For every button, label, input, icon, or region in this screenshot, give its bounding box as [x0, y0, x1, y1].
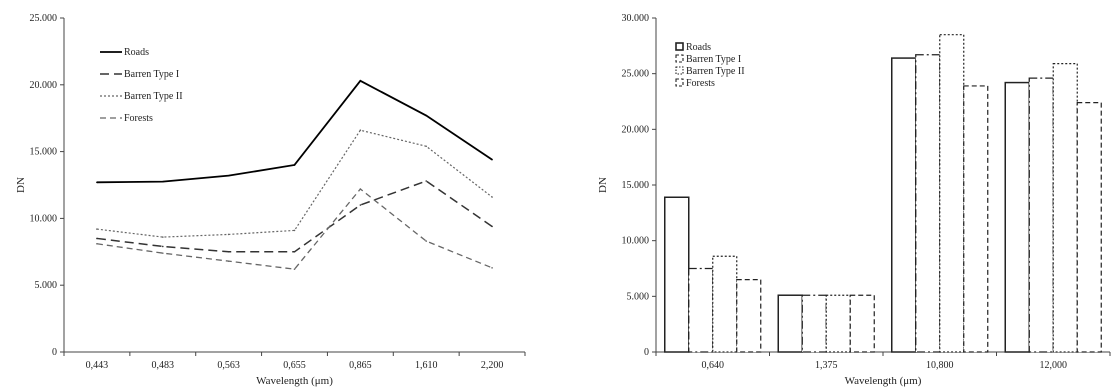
y-tick-label: 0: [644, 347, 649, 358]
y-tick-label: 10.000: [622, 236, 650, 247]
data-point: [161, 236, 164, 238]
x-tick-label: 2,200: [481, 360, 504, 371]
data-point: [425, 145, 428, 148]
legend-label: Barren Type I: [124, 69, 179, 80]
legend-label: Barren Type II: [124, 91, 183, 102]
data-point: [293, 268, 296, 270]
data-point: [161, 252, 164, 254]
y-tick-label: 25.000: [622, 69, 650, 80]
bar-forests: [736, 279, 762, 353]
line-chart: 0 5.000 10.000 15.000 20.000 25.000 0,443 0,483…: [15, 13, 526, 387]
x-tick-label: 1,610: [415, 360, 438, 371]
bar-barren-type-ii: [825, 294, 851, 353]
data-point: [359, 204, 362, 206]
data-point: [227, 174, 230, 177]
series-line-forests: [96, 188, 493, 270]
data-point: [227, 260, 230, 262]
legend-swatch: [675, 42, 684, 51]
data-point: [359, 79, 362, 82]
data-point: [96, 237, 98, 240]
x-tick-label: 0,443: [86, 360, 109, 371]
bar-roads: [891, 57, 917, 353]
bar-roads: [664, 196, 690, 353]
x-tick-label: 1,375: [815, 360, 838, 371]
bar-forests: [1076, 102, 1102, 353]
bar-barren-type-i: [915, 54, 941, 353]
data-point: [491, 267, 493, 269]
y-tick-label: 5.000: [627, 291, 650, 302]
x-tick-label: 0,640: [702, 360, 725, 371]
legend-swatch: [675, 78, 684, 87]
series-line-barren-type-ii: [96, 129, 493, 238]
legend-swatch: [675, 66, 684, 75]
y-tick-label: 25.000: [30, 13, 58, 24]
series-line-barren-type-i: [96, 180, 493, 253]
y-tick-label: 20.000: [30, 80, 58, 91]
bar-roads: [1004, 81, 1030, 353]
data-point: [293, 229, 296, 232]
data-point: [96, 228, 98, 230]
data-point: [359, 129, 362, 132]
data-point: [491, 196, 493, 198]
data-point: [96, 242, 98, 245]
bar-barren-type-i: [688, 267, 714, 353]
data-point: [425, 180, 428, 182]
y-tick-label: 10.000: [30, 213, 58, 224]
legend-label: Forests: [686, 78, 715, 89]
data-point: [491, 158, 493, 161]
legend-label: Forests: [124, 113, 153, 124]
x-tick-label: 0,865: [349, 360, 372, 371]
bar-barren-type-i: [801, 294, 827, 353]
y-tick-label: 15.000: [30, 147, 58, 158]
bar-barren-type-ii: [712, 255, 738, 353]
x-tick-label: 0,655: [283, 360, 306, 371]
data-point: [96, 181, 98, 184]
x-axis-label: Wavelength (μm): [845, 375, 922, 387]
data-point: [293, 251, 296, 253]
x-tick-label: 12,000: [1040, 360, 1068, 371]
bar-barren-type-ii: [939, 34, 965, 353]
data-point: [491, 225, 493, 228]
data-point: [293, 164, 296, 166]
y-tick-label: 0: [52, 347, 57, 358]
data-point: [227, 251, 230, 253]
bar-barren-type-i: [1028, 77, 1054, 353]
x-axis-label: Wavelength (μm): [256, 375, 333, 387]
legend-label: Roads: [686, 42, 711, 53]
bar-forests: [849, 294, 875, 353]
data-point: [227, 233, 230, 236]
bar-roads: [777, 294, 803, 353]
legend-label: Roads: [124, 47, 149, 58]
legend-swatch: [675, 54, 684, 63]
legend-label: Barren Type I: [686, 54, 741, 65]
data-point: [425, 240, 428, 242]
x-tick-label: 10,800: [926, 360, 954, 371]
bar-barren-type-ii: [1052, 63, 1078, 353]
y-tick-label: 15.000: [622, 180, 650, 191]
y-tick-label: 20.000: [622, 124, 650, 135]
data-point: [425, 114, 428, 117]
y-tick-label: 30.000: [622, 13, 650, 24]
x-tick-label: 0,563: [217, 360, 240, 371]
x-tick-label: 0,483: [152, 360, 175, 371]
data-point: [161, 180, 164, 183]
bar-chart: 0 5.000 10.000 15.000 20.000 25.000 30.000 0,64…: [597, 13, 1111, 387]
data-point: [161, 245, 164, 248]
y-tick-label: 5.000: [35, 280, 58, 291]
y-axis-label: DN: [15, 177, 27, 193]
legend-label: Barren Type II: [686, 66, 745, 77]
data-point: [359, 188, 362, 190]
bar-forests: [963, 85, 989, 353]
y-axis-label: DN: [597, 177, 609, 193]
